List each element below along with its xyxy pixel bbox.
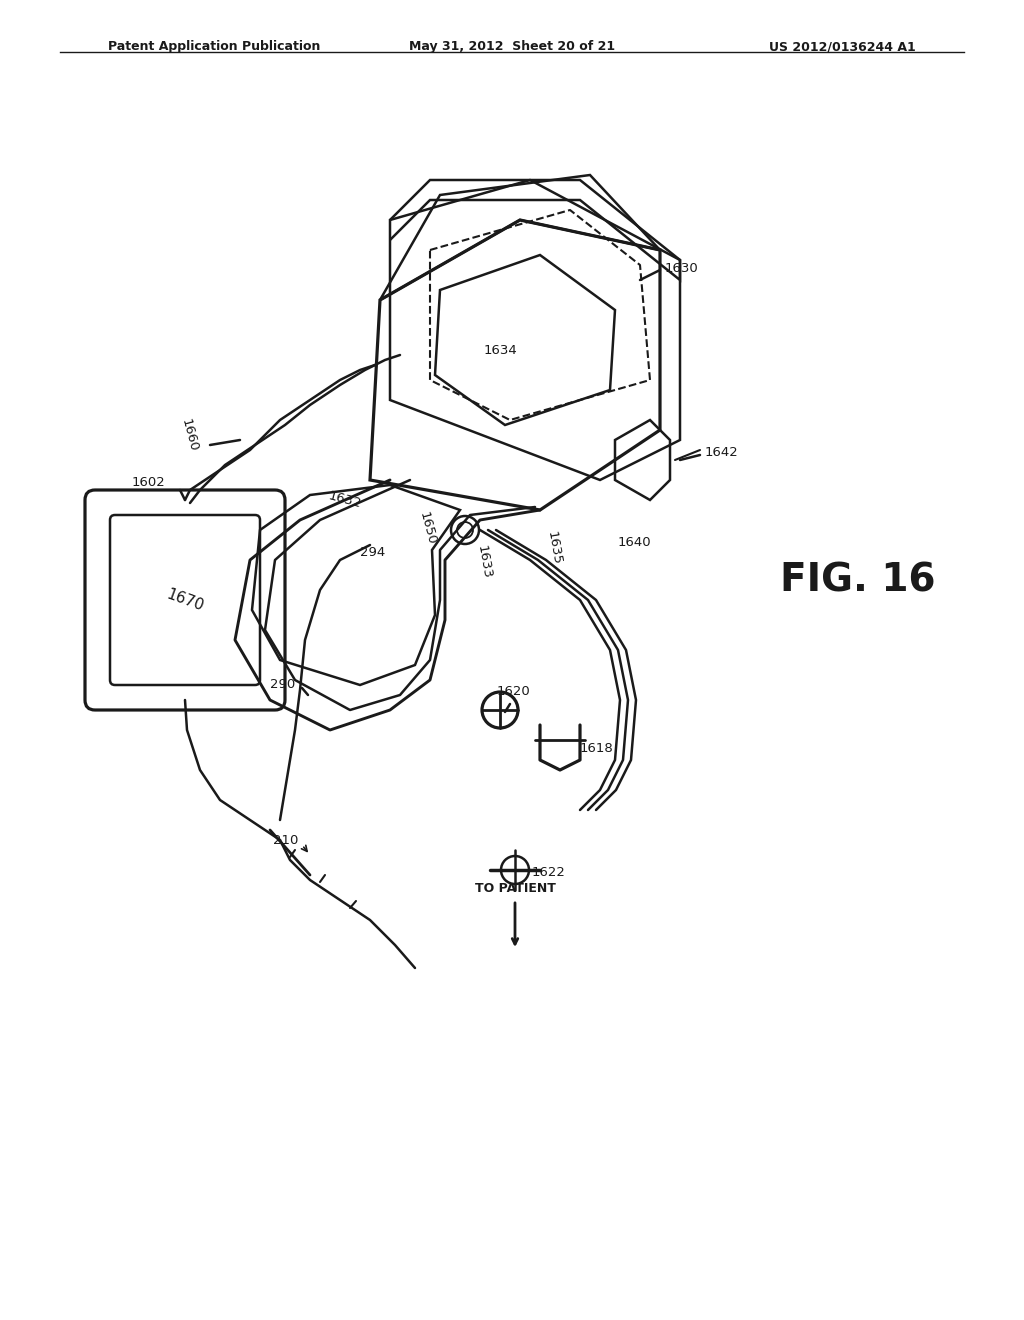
Text: 1640: 1640	[618, 536, 651, 549]
Text: 1620: 1620	[497, 685, 530, 698]
Text: 1602: 1602	[131, 477, 165, 490]
Text: 210: 210	[272, 833, 298, 846]
Text: 1650: 1650	[417, 510, 438, 546]
Text: 1634: 1634	[483, 343, 517, 356]
Text: 294: 294	[359, 546, 385, 560]
Text: 1670: 1670	[164, 586, 206, 614]
Text: Patent Application Publication: Patent Application Publication	[108, 40, 321, 53]
Text: 1630: 1630	[665, 261, 698, 275]
Text: 1618: 1618	[580, 742, 613, 755]
Text: 1642: 1642	[705, 446, 738, 459]
Text: May 31, 2012  Sheet 20 of 21: May 31, 2012 Sheet 20 of 21	[409, 40, 615, 53]
Text: 1660: 1660	[179, 417, 200, 453]
Text: TO PATIENT: TO PATIENT	[474, 882, 555, 895]
Text: 290: 290	[269, 678, 295, 692]
Text: 1632: 1632	[327, 490, 364, 511]
Text: 1635: 1635	[545, 531, 563, 566]
Text: 1633: 1633	[475, 544, 494, 579]
Text: US 2012/0136244 A1: US 2012/0136244 A1	[769, 40, 916, 53]
Text: FIG. 16: FIG. 16	[780, 561, 936, 599]
Text: 1622: 1622	[532, 866, 566, 879]
